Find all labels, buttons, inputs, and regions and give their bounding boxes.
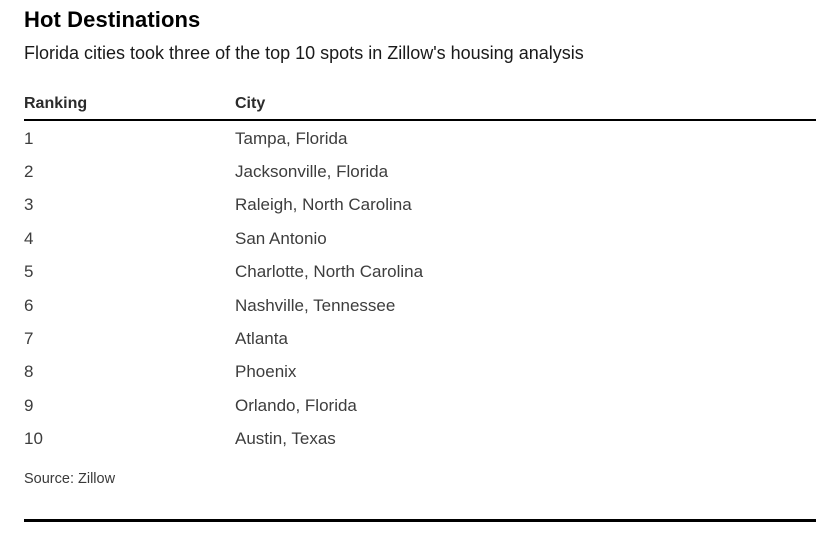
city-cell: Tampa, Florida: [235, 128, 348, 148]
table-header-row: Ranking City: [24, 93, 816, 113]
rank-cell: 3: [24, 195, 34, 215]
rank-cell: 1: [24, 128, 34, 148]
source-attribution: Source: Zillow: [24, 470, 116, 487]
table-row: 9 Orlando, Florida: [24, 389, 816, 422]
city-cell: San Antonio: [235, 228, 327, 248]
rank-cell: 2: [24, 162, 34, 182]
city-cell: Raleigh, North Carolina: [235, 195, 412, 215]
city-cell: Nashville, Tennessee: [235, 295, 396, 315]
chart-subtitle: Florida cities took three of the top 10 …: [24, 43, 584, 63]
city-cell: Charlotte, North Carolina: [235, 262, 424, 282]
rank-cell: 4: [24, 228, 34, 248]
table-row: 1 Tampa, Florida: [24, 122, 816, 155]
rank-cell: 8: [24, 362, 34, 382]
column-header-city: City: [235, 95, 266, 112]
city-cell: Austin, Texas: [235, 429, 336, 449]
table-row: 7 Atlanta: [24, 322, 816, 355]
table-row: 8 Phoenix: [24, 356, 816, 389]
city-cell: Phoenix: [235, 362, 297, 382]
ranking-table: Ranking City 1 Tampa, Florida 2 Jacksonv…: [24, 93, 816, 456]
table-body: 1 Tampa, Florida 2 Jacksonville, Florida…: [24, 122, 816, 456]
rank-cell: 5: [24, 262, 34, 282]
table-row: 10 Austin, Texas: [24, 423, 816, 456]
table-row: 6 Nashville, Tennessee: [24, 289, 816, 322]
city-cell: Jacksonville, Florida: [235, 162, 389, 182]
table-row: 5 Charlotte, North Carolina: [24, 256, 816, 289]
table-row: 2 Jacksonville, Florida: [24, 155, 816, 188]
rank-cell: 6: [24, 295, 34, 315]
rank-cell: 7: [24, 329, 34, 349]
chart-title: Hot Destinations: [24, 7, 201, 32]
column-header-ranking: Ranking: [24, 95, 88, 112]
rank-cell: 9: [24, 395, 34, 415]
table-row: 4 San Antonio: [24, 222, 816, 255]
footer-rule: [24, 519, 816, 522]
city-cell: Orlando, Florida: [235, 395, 357, 415]
city-cell: Atlanta: [235, 329, 288, 349]
header-rule: [24, 119, 816, 121]
table-row: 3 Raleigh, North Carolina: [24, 189, 816, 222]
rank-cell: 10: [24, 429, 43, 449]
